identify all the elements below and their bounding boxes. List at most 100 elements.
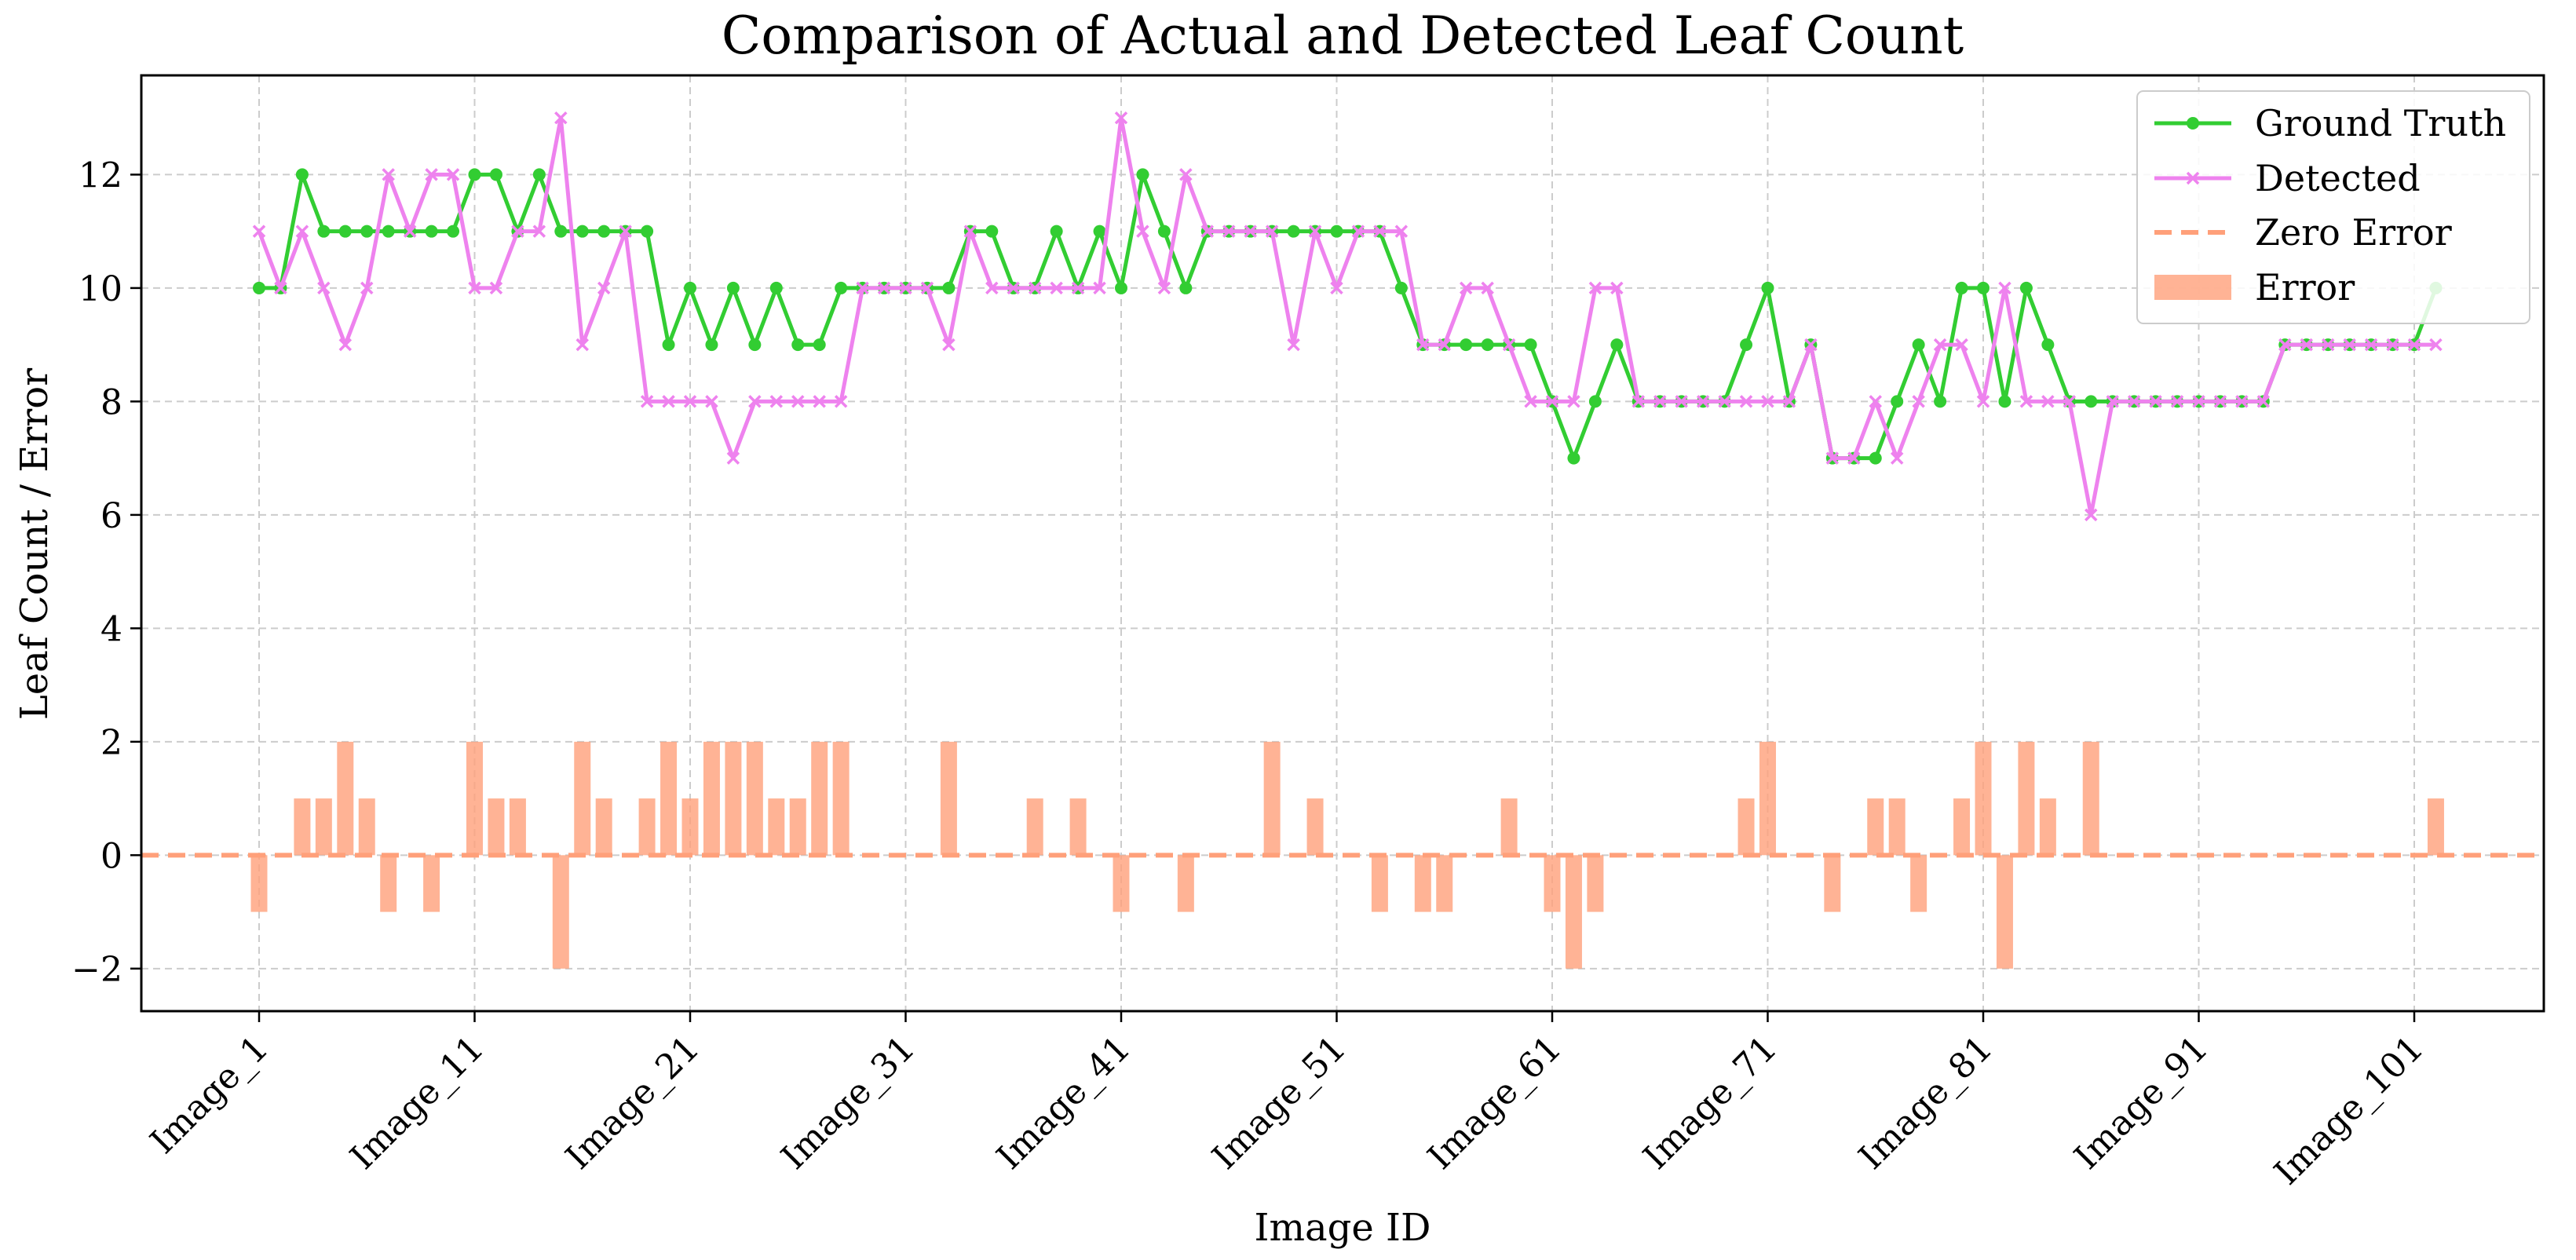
- data-point: [2041, 395, 2055, 408]
- error-bar: [1544, 855, 1561, 912]
- data-point: [1588, 281, 1602, 295]
- data-point: [1718, 395, 1731, 408]
- data-point: [1631, 395, 1646, 408]
- error-bar: [1436, 855, 1453, 912]
- y-tick-label: −2: [71, 950, 122, 990]
- error-bar: [1953, 798, 1971, 856]
- data-point: [2085, 395, 2098, 408]
- data-point: [1200, 225, 1215, 238]
- data-point: [769, 395, 784, 408]
- data-point: [1481, 338, 1494, 352]
- error-bar: [488, 798, 505, 856]
- error-bar: [832, 741, 850, 856]
- data-point: [1934, 395, 1947, 408]
- data-point: [1955, 338, 1968, 352]
- data-point: [1869, 395, 1882, 408]
- data-point: [2019, 281, 2033, 294]
- data-point: [1782, 395, 1796, 408]
- data-point: [382, 168, 395, 181]
- error-bar: [1026, 798, 1043, 856]
- data-point: [1998, 281, 2011, 295]
- data-point: [899, 281, 912, 295]
- data-point: [447, 225, 460, 238]
- data-point: [705, 338, 718, 352]
- data-point: [1050, 281, 1063, 295]
- data-point: [1890, 451, 1904, 465]
- error-bar: [315, 798, 332, 856]
- data-point: [835, 281, 848, 294]
- error-bar: [1975, 741, 1992, 856]
- data-point: [253, 281, 265, 294]
- y-tick-label: 8: [100, 382, 122, 422]
- data-point: [942, 281, 955, 294]
- data-point: [1804, 338, 1818, 352]
- data-point: [2041, 338, 2055, 352]
- data-point: [2343, 338, 2356, 352]
- legend-error-swatch: [2154, 275, 2231, 300]
- data-point: [554, 111, 568, 125]
- data-point: [1933, 338, 1947, 352]
- data-point: [1007, 281, 1020, 295]
- data-point: [425, 225, 438, 238]
- error-bar: [1910, 855, 1927, 912]
- data-point: [511, 225, 524, 238]
- data-point: [813, 338, 826, 352]
- data-point: [2149, 395, 2162, 408]
- detected-series: [252, 111, 2443, 522]
- error-bar: [1565, 855, 1582, 969]
- data-point: [856, 281, 869, 295]
- error-bar: [423, 855, 440, 912]
- data-point: [1330, 281, 1343, 295]
- plot-frame: [140, 74, 2545, 1013]
- data-point: [1179, 281, 1193, 294]
- data-point: [1394, 281, 1408, 294]
- data-point: [1050, 225, 1063, 238]
- data-point: [1179, 168, 1193, 181]
- data-point: [597, 281, 611, 295]
- error-bar: [746, 741, 763, 856]
- data-point: [2192, 395, 2205, 408]
- legend: Ground Truth Detected Zero Error Error: [2136, 90, 2530, 324]
- data-point: [1955, 281, 1968, 294]
- data-point: [252, 225, 266, 238]
- data-point: [1740, 338, 1753, 352]
- data-point: [1912, 395, 1925, 408]
- data-point: [1545, 395, 1559, 408]
- series-line: [257, 115, 2436, 517]
- data-point: [2063, 395, 2077, 408]
- error-bar: [1996, 855, 2013, 969]
- error-bar: [1867, 798, 1884, 856]
- error-bar: [1371, 855, 1388, 912]
- data-point: [1481, 281, 1494, 295]
- data-point: [2364, 338, 2378, 352]
- data-point: [338, 338, 353, 352]
- error-bar: [1500, 798, 1518, 856]
- data-point: [791, 338, 805, 352]
- data-point: [1976, 395, 1990, 408]
- data-point: [1287, 338, 1300, 352]
- data-point: [1071, 281, 1085, 295]
- error-bar: [789, 798, 806, 856]
- data-point: [662, 338, 675, 352]
- error-bar: [1824, 855, 1841, 912]
- data-point: [2321, 338, 2335, 352]
- error-bar: [552, 855, 569, 969]
- data-point: [295, 225, 309, 238]
- data-point: [1524, 395, 1537, 408]
- data-point: [1114, 111, 1128, 125]
- data-point: [683, 395, 697, 408]
- error-bar: [1177, 855, 1194, 912]
- error-bar: [358, 798, 375, 856]
- data-point: [2085, 508, 2098, 522]
- error-bar: [1414, 855, 1431, 912]
- data-point: [1567, 451, 1580, 465]
- legend-frame: [2136, 90, 2530, 324]
- error-bar: [2082, 741, 2099, 856]
- error-bar: [1759, 741, 1776, 856]
- data-point: [575, 225, 589, 238]
- error-bar: [725, 741, 742, 856]
- data-point: [1912, 338, 1925, 352]
- data-point: [1222, 225, 1236, 238]
- data-point: [1502, 338, 1516, 352]
- y-tick-label: 12: [79, 155, 122, 195]
